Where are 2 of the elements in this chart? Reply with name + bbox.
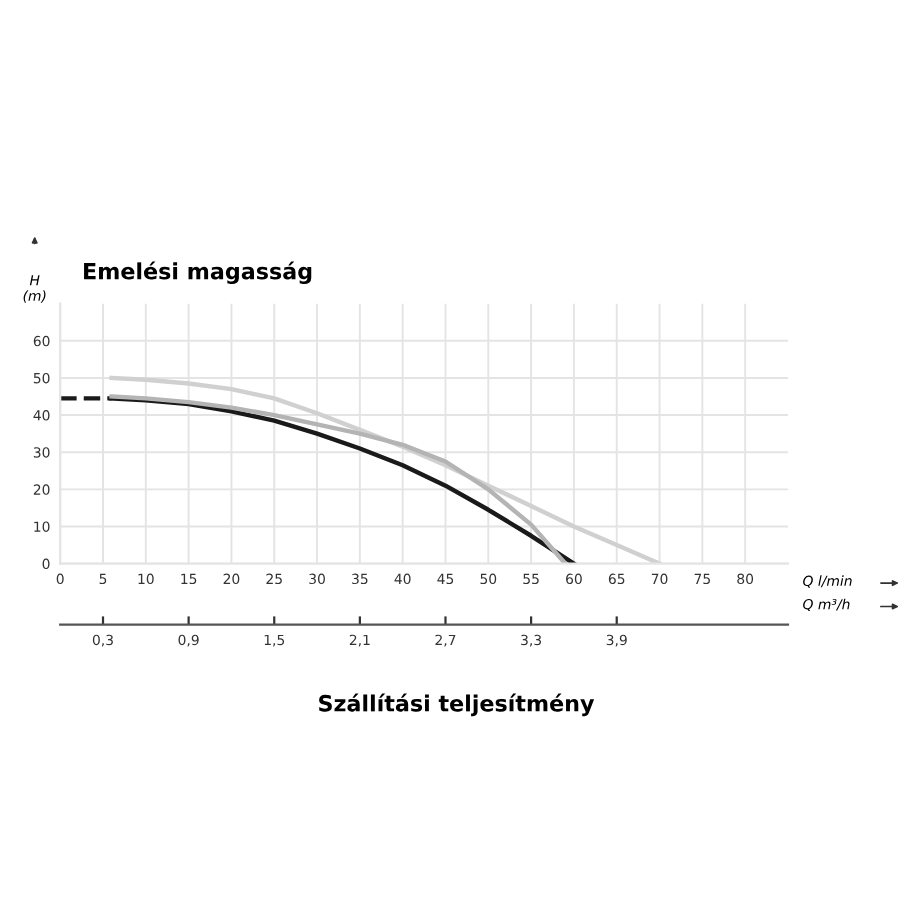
text: Szállítási teljesítmény bbox=[319, 693, 595, 717]
chart-title: Emelési magasság bbox=[84, 261, 312, 285]
